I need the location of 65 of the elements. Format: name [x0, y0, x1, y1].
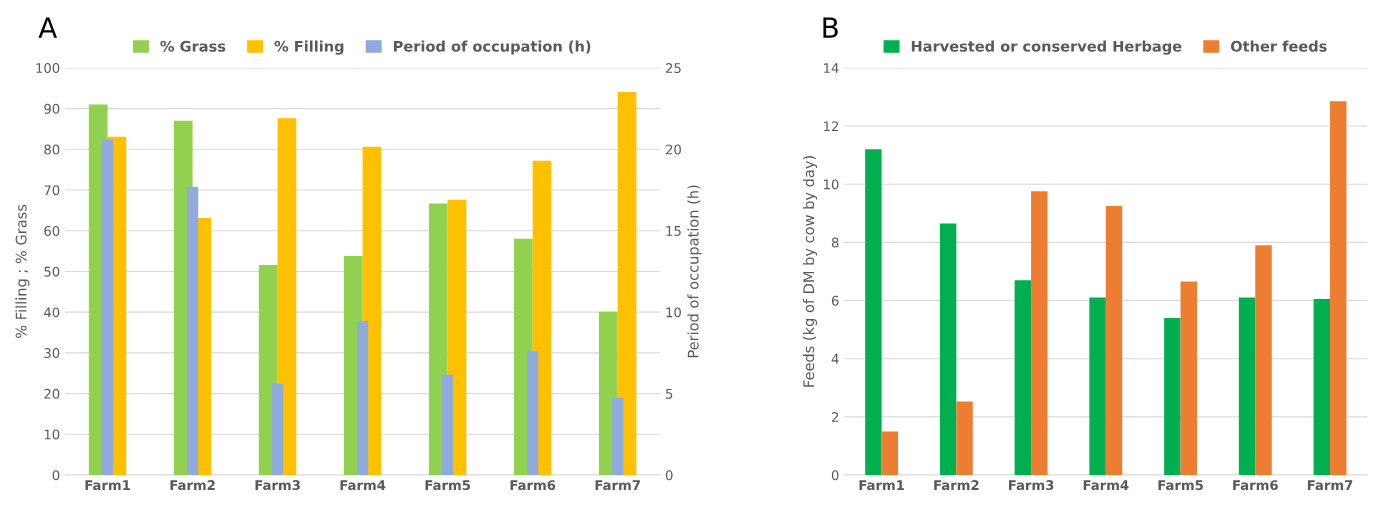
bar — [1014, 280, 1032, 476]
y2-tick-label: 10 — [666, 307, 681, 318]
legend-label: % Grass — [160, 40, 226, 52]
y-tick-label: 10 — [44, 429, 60, 440]
x-tick-label: Farm7 — [595, 480, 640, 491]
bar — [881, 431, 899, 476]
y-tick-label: 50 — [44, 266, 60, 277]
x-tick-label: Farm6 — [1233, 480, 1278, 491]
y2-tick-label: 0 — [665, 470, 673, 481]
bar — [1255, 245, 1272, 476]
bar — [939, 223, 957, 476]
bar — [617, 91, 637, 476]
x-tick-label: Farm1 — [859, 480, 904, 491]
bar — [1180, 281, 1197, 476]
x-tick-label: Farm1 — [85, 480, 130, 491]
x-tick-label: Farm7 — [1307, 480, 1353, 491]
y-tick-label: 60 — [44, 225, 60, 236]
x-tick-label: Farm4 — [340, 480, 386, 491]
bar — [1089, 297, 1106, 476]
y2-axis-title: Period of occupation (h) — [687, 185, 702, 358]
x-tick-label: Farm6 — [510, 480, 556, 491]
y2-tick-label: 25 — [666, 63, 681, 74]
y-axis-title: Feeds (kg of DM by cow by day) — [802, 156, 818, 387]
y-tick-label: 12 — [824, 121, 839, 132]
legend-label: % Filling — [274, 40, 344, 55]
text: B — [823, 17, 838, 38]
bar — [1164, 317, 1181, 476]
bar — [1313, 299, 1331, 476]
y-tick-label: 2 — [831, 412, 839, 422]
bar — [865, 149, 882, 476]
y-tick-label: 80 — [44, 144, 60, 155]
y-tick-label: 6 — [831, 295, 839, 306]
y-tick-label: 8 — [831, 237, 839, 248]
y-tick-label: 10 — [824, 179, 839, 190]
legend-label: Other feeds — [1230, 40, 1327, 52]
y2-tick-label: 5 — [666, 388, 673, 399]
text: A — [38, 17, 58, 38]
y-tick-label: 4 — [831, 354, 839, 364]
y-tick-label: 0 — [831, 470, 839, 481]
y-tick-label: 90 — [44, 103, 60, 114]
bar — [1031, 191, 1048, 476]
y-tick-label: 40 — [44, 307, 60, 318]
x-tick-label: Farm5 — [1158, 480, 1203, 491]
y2-tick-label: 15 — [666, 226, 681, 236]
y2-tick-label: 20 — [666, 144, 681, 155]
x-tick-label: Farm4 — [1083, 480, 1129, 491]
x-tick-label: Farm2 — [934, 480, 979, 491]
x-tick-label: Farm3 — [1009, 480, 1054, 491]
x-tick-label: Farm3 — [255, 480, 300, 491]
y-tick-label: 100 — [36, 63, 60, 74]
y-tick-label: 70 — [44, 185, 60, 196]
bar — [277, 118, 297, 476]
bar — [1330, 101, 1347, 476]
x-tick-label: Farm5 — [425, 480, 470, 491]
bar — [1238, 297, 1256, 476]
bar — [1105, 206, 1123, 476]
legend-label: Period of occupation (h) — [394, 40, 591, 55]
x-tick-label: Farm2 — [170, 480, 215, 491]
y-tick-label: 30 — [44, 348, 60, 359]
y-tick-label: 14 — [824, 63, 839, 73]
y-tick-label: 20 — [44, 388, 60, 399]
y-axis-title: % Filling ; % Grass — [15, 204, 30, 338]
bar — [956, 401, 973, 476]
y-tick-label: 0 — [52, 470, 60, 481]
legend-label: Harvested or conserved Herbage — [911, 40, 1182, 55]
